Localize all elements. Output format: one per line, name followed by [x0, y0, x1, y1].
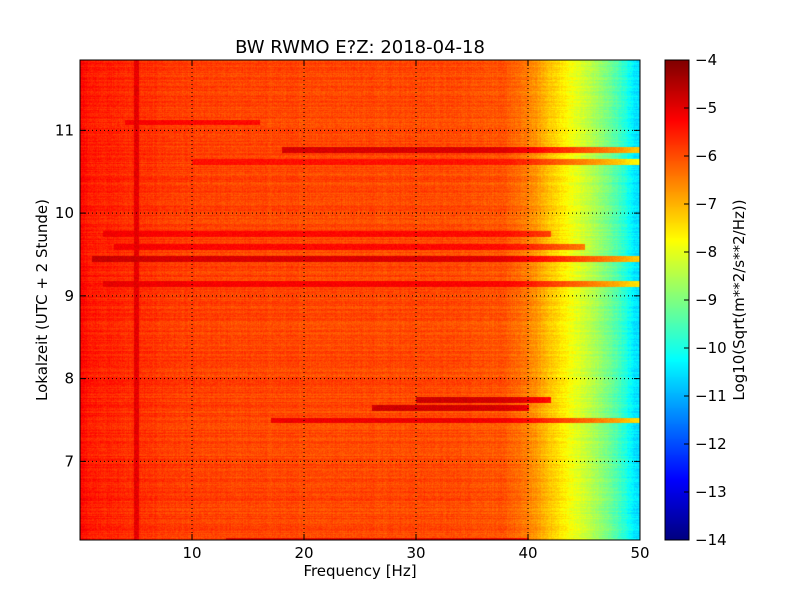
colorbar-tick-label: −11 — [695, 387, 727, 405]
colorbar-tick-label: −7 — [695, 195, 717, 213]
grid-lines — [80, 60, 640, 540]
y-tick-label: 7 — [64, 452, 74, 470]
y-tick-label: 11 — [55, 121, 74, 139]
x-axis-ticks: 10 20 30 40 50 — [182, 60, 650, 562]
y-axis-label: Lokalzeit (UTC + 2 Stunde) — [33, 199, 51, 401]
colorbar-tick-label: −13 — [695, 483, 727, 501]
chart-title: BW RWMO E?Z: 2018-04-18 — [235, 37, 485, 58]
colorbar-tick-label: −12 — [695, 435, 727, 453]
colorbar-tick-label: −14 — [695, 531, 727, 549]
colorbar-ticks: −4 −5 −6 −7 −8 −9 −10 −11 −12 −13 −14 — [684, 51, 727, 549]
colorbar: −4 −5 −6 −7 −8 −9 −10 −11 −12 −13 −14 Log10(Sqrt(m… — [664, 51, 748, 549]
y-tick-label: 9 — [64, 287, 74, 305]
x-tick-label: 50 — [630, 544, 649, 562]
x-tick-label: 20 — [294, 544, 313, 562]
colorbar-tick-label: −10 — [695, 339, 727, 357]
y-axis-ticks: 7 8 9 10 11 — [55, 121, 640, 470]
y-tick-label: 10 — [55, 204, 74, 222]
x-tick-label: 40 — [518, 544, 537, 562]
colorbar-tick-label: −9 — [695, 291, 717, 309]
y-tick-label: 8 — [64, 370, 74, 388]
x-tick-label: 10 — [182, 544, 201, 562]
colorbar-tick-label: −6 — [695, 147, 717, 165]
colorbar-tick-label: −5 — [695, 99, 717, 117]
x-tick-label: 30 — [406, 544, 425, 562]
plot-frame — [79, 59, 641, 541]
x-axis-label: Frequency [Hz] — [303, 562, 416, 580]
colorbar-label: Log10(Sqrt(m**2/s**2/Hz)) — [730, 199, 748, 400]
spectrogram-heatmap — [80, 60, 640, 540]
plot-area: 10 20 30 40 50 7 8 9 10 11 — [55, 59, 650, 562]
colorbar-tick-label: −4 — [695, 51, 717, 69]
colorbar-tick-label: −8 — [695, 243, 717, 261]
